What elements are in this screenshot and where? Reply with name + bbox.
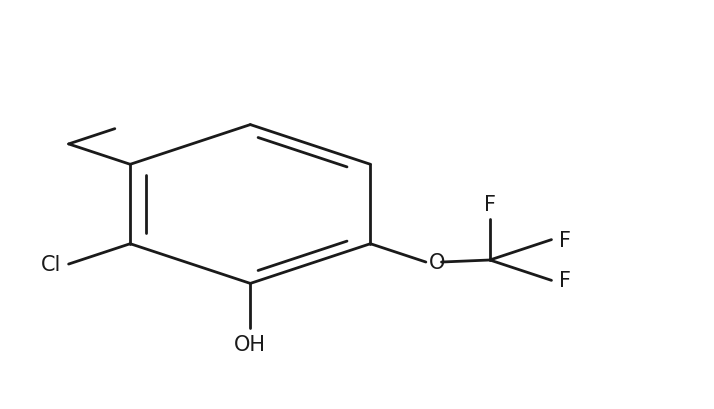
Text: F: F (558, 230, 570, 250)
Text: Cl: Cl (41, 254, 61, 274)
Text: F: F (484, 195, 496, 215)
Text: OH: OH (234, 335, 266, 355)
Text: O: O (428, 252, 445, 272)
Text: F: F (558, 271, 570, 291)
